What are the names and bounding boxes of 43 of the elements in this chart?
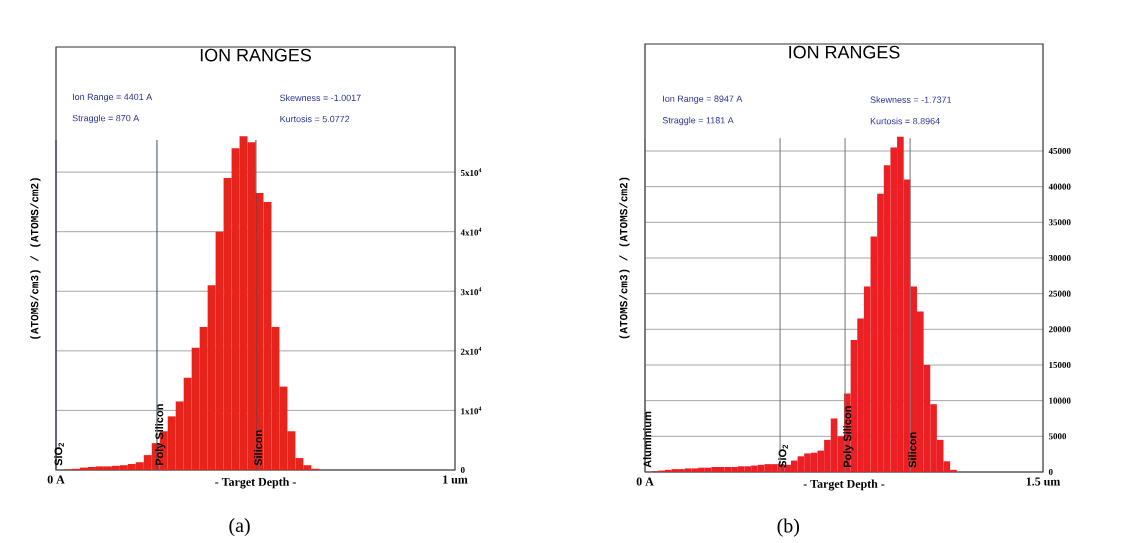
y-tick-label: 20000: [1048, 326, 1071, 333]
y-tick-label: 25000: [1048, 290, 1071, 297]
chart-title: ION RANGES: [789, 45, 900, 59]
annotation: Straggle = 1181 A: [662, 116, 734, 126]
ref-line-label: Poly Silicon: [843, 406, 854, 468]
ref-line-label: Aluminium: [643, 411, 652, 468]
x-tick-label: 0 A: [47, 475, 65, 484]
y-tick-label: 4x10$^{4}$: [460, 227, 482, 236]
ref-line-label: Silicon: [908, 432, 917, 468]
chart-title: ION RANGES: [200, 48, 311, 62]
y-tick-label: 2x10$^{4}$: [460, 346, 482, 355]
annotation: Kurtosis = 5.0772: [280, 115, 350, 123]
x-tick-label: 1.5 um: [1026, 477, 1061, 486]
y-tick-label: 0: [1048, 468, 1053, 476]
y-tick-label: 1x10$^{4}$: [461, 406, 482, 415]
text: (b): [777, 518, 800, 537]
annotation: Kurtosis = 8.8964: [870, 117, 940, 125]
y-tick-label: 45000: [1048, 147, 1071, 155]
ref-line-label: Silicon: [254, 430, 263, 466]
y-tick-label: 30000: [1048, 254, 1071, 262]
y-tick-label: 10000: [1049, 397, 1071, 404]
y-tick-label: 5000: [1048, 433, 1067, 440]
x-tick-label: 1 um: [443, 475, 468, 484]
x-axis-title: - Target Depth -: [215, 477, 296, 489]
annotation: Ion Range = 8947 A: [663, 95, 743, 104]
x-tick-label: 0 A: [636, 477, 654, 486]
y-tick-label: 0: [460, 466, 465, 474]
y-tick-label: 15000: [1049, 361, 1071, 369]
y-tick-label: 40000: [1048, 183, 1071, 190]
annotation: Ion Range = 4401 A: [73, 93, 153, 102]
y-tick-label: 35000: [1048, 219, 1071, 226]
ref-line-label: SiO$_{2}$: [778, 444, 788, 468]
ref-line-label: SiO$_{2}$: [54, 442, 64, 466]
y-axis-title: (ATOMS/cm3) / (ATOMS/cm2): [30, 178, 41, 339]
annotation: Skewness = -1.0017: [280, 94, 361, 102]
y-tick-label: 3x10$^{4}$: [460, 287, 482, 296]
text: (a): [229, 518, 250, 537]
y-axis-title: (ATOMS/cm3) / (ATOMS/cm2): [619, 177, 630, 339]
annotation: Straggle = 870 A: [72, 114, 140, 124]
ref-line-label: Poly Silicon: [155, 404, 166, 466]
y-tick-label: 5x10$^{4}$: [460, 168, 482, 177]
annotation: Skewness = -1.7371: [870, 96, 952, 103]
x-axis-title: - Target Depth -: [803, 479, 885, 491]
